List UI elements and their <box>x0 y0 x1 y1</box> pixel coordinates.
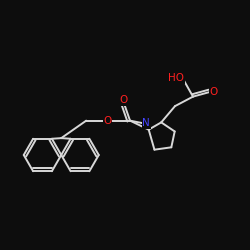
Text: O: O <box>209 87 218 97</box>
Text: O: O <box>104 116 112 126</box>
Text: N: N <box>142 118 150 128</box>
Text: O: O <box>120 95 128 105</box>
Text: HO: HO <box>168 73 184 83</box>
